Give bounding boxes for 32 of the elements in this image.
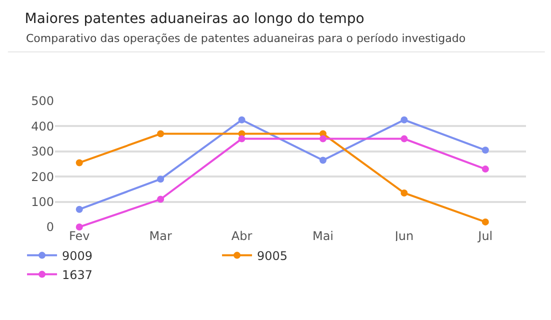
point	[482, 166, 489, 173]
legend-label: 9005	[257, 248, 288, 263]
y-tick-label: 300	[31, 144, 54, 159]
y-tick-label: 200	[31, 170, 54, 184]
chart-title: Maiores patentes aduaneiras ao longo do tempo	[24, 10, 364, 27]
legend-label: 9009	[62, 248, 93, 263]
point	[157, 130, 164, 138]
point	[76, 206, 83, 213]
x-tick-label: Abr	[231, 229, 252, 243]
point	[157, 176, 164, 183]
point	[482, 218, 489, 226]
y-tick-label: 0	[46, 220, 54, 234]
y-tick-label: 500	[31, 94, 54, 108]
point	[482, 146, 489, 154]
y-tick-label: 400	[31, 119, 54, 134]
point	[238, 116, 246, 124]
x-tick-label: Jul	[477, 229, 493, 243]
point	[400, 135, 408, 142]
x-tick-label: Mai	[312, 229, 334, 243]
point	[76, 224, 83, 230]
y-tick-label: 100	[31, 195, 54, 209]
point	[400, 189, 408, 196]
point	[76, 159, 83, 166]
point	[400, 116, 408, 124]
legend-label: 1637	[62, 268, 93, 282]
x-tick-label: Mar	[149, 229, 172, 243]
point	[238, 135, 246, 142]
x-tick-label: Fev	[68, 229, 90, 243]
point	[157, 196, 164, 203]
point	[319, 156, 326, 164]
point	[319, 135, 326, 142]
chart-subtitle: Comparativo das operações de patentes aduaneiras para o período investigado	[26, 32, 466, 45]
